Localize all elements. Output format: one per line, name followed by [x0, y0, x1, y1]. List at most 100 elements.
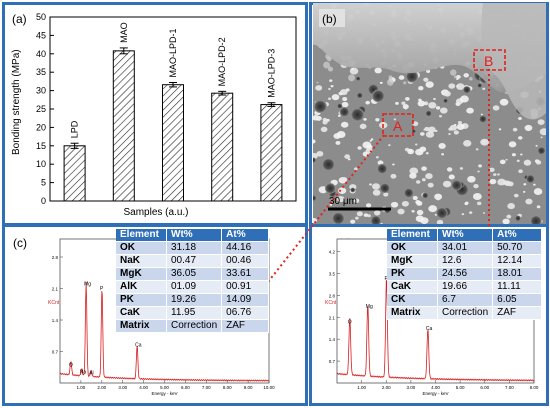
marker-box-a — [382, 113, 414, 137]
peak-label: O — [69, 363, 73, 369]
spec-x-tick-label: 3.00 — [118, 385, 127, 390]
peak-label: P — [384, 276, 388, 282]
sem-grain — [331, 94, 340, 101]
sem-crust-grain — [326, 56, 332, 62]
sem-pore — [537, 146, 546, 155]
table-header: Element Wt% At% — [387, 229, 543, 242]
sem-grain — [398, 75, 405, 80]
sem-grain — [354, 167, 358, 171]
sem-grain — [329, 79, 333, 82]
sem-grain — [505, 158, 508, 161]
sem-pore — [463, 86, 471, 94]
peak-label: O — [348, 320, 352, 326]
table-header-cell: At% — [222, 229, 270, 242]
sem-grain — [402, 104, 409, 110]
sem-crust-grain — [323, 61, 330, 69]
table-cell: PK — [387, 268, 438, 281]
sem-grain — [404, 147, 410, 152]
sem-grain — [362, 141, 372, 149]
sem-grain — [415, 150, 418, 153]
sem-grain — [518, 116, 522, 120]
sem-image: A B 30 μm (b) — [313, 3, 546, 224]
sem-grain — [330, 84, 334, 88]
peak-label: Ca — [135, 342, 142, 348]
sem-pore — [350, 108, 365, 122]
sem-grain — [401, 101, 406, 105]
sem-grain — [513, 193, 519, 198]
y-tick-label: 20 — [36, 122, 46, 132]
sem-grain — [328, 97, 332, 100]
spec-y-tick-label: 0.7 — [329, 359, 336, 364]
sem-grain — [363, 213, 369, 217]
sem-grain — [464, 202, 468, 206]
panel-label-b: (b) — [322, 12, 337, 26]
sem-grain — [427, 182, 434, 188]
sem-pore — [526, 174, 535, 184]
sem-crust-right — [481, 3, 546, 120]
sem-grain — [341, 101, 349, 108]
sem-grain — [426, 69, 431, 73]
bar-mao-lpd-3 — [260, 104, 283, 202]
sem-grain — [337, 114, 341, 117]
peak-label: Mg — [84, 282, 91, 288]
sem-grain — [425, 131, 435, 138]
sem-grain — [438, 143, 446, 149]
sem-crust-grain — [316, 81, 319, 84]
spec-y-tick-label: 1.4 — [329, 337, 336, 342]
sem-grain — [436, 219, 444, 224]
sem-grain — [512, 127, 518, 132]
sem-pore — [377, 163, 388, 174]
sem-grain — [456, 85, 459, 87]
table-header-cell: Wt% — [438, 229, 494, 242]
table-row: PK 19.26 14.09 — [116, 294, 270, 307]
sem-grain — [467, 175, 476, 183]
sem-grain — [392, 163, 395, 166]
sem-grain — [459, 95, 469, 103]
sem-grain — [415, 200, 421, 205]
scale-bar-label: 30 μm — [329, 196, 357, 207]
bar-chart-bars: LPD MAO MAO-LPD-1 MAO-LPD-2 MAO-LPD-3 — [63, 22, 283, 202]
sem-grain — [448, 83, 456, 89]
table-cell: 6.05 — [493, 294, 543, 307]
y-tick-label: 35 — [36, 67, 46, 77]
y-tick-label: 10 — [36, 159, 46, 169]
sem-grain — [453, 130, 459, 135]
spec-y-tick-label: 2.8 — [52, 255, 59, 260]
sem-grain — [414, 143, 418, 146]
bar-label: MAO-LPD-1 — [168, 28, 178, 77]
table-cell: AlK — [116, 281, 167, 294]
sem-grain — [438, 114, 443, 118]
sem-crust-grain — [450, 69, 457, 76]
bar-label: MAO — [119, 22, 129, 43]
table-cell: 33.61 — [222, 268, 270, 281]
sem-grain — [411, 209, 415, 213]
sem-crust-grain — [327, 66, 334, 72]
spec-x-tick-label: 8.00 — [530, 385, 539, 390]
panel-label-a: (a) — [12, 12, 27, 26]
table-cell: MgK — [116, 268, 167, 281]
sem-grain — [533, 188, 543, 195]
sem-grain — [390, 173, 397, 179]
x-axis-label-a: Samples (a.u.) — [123, 207, 188, 218]
sem-grain — [480, 113, 483, 116]
table-cell: Correction — [438, 307, 494, 320]
table-row: PK 24.56 18.01 — [387, 268, 543, 281]
sem-grain — [427, 126, 436, 133]
y-tick-label: 5 — [41, 178, 46, 188]
sem-grain — [443, 91, 451, 97]
table-cell: Matrix — [116, 320, 167, 333]
sem-grain — [365, 100, 370, 105]
sem-pore — [436, 207, 448, 219]
sem-grain — [436, 197, 440, 201]
sem-grain — [453, 123, 457, 126]
table-header-cell: Element — [387, 229, 438, 242]
sem-grain — [499, 159, 506, 165]
sem-grain — [446, 167, 453, 172]
sem-grain — [419, 146, 427, 152]
sem-grain — [425, 173, 433, 180]
sem-grain — [433, 97, 436, 101]
spec-x-tick-label: 6.00 — [480, 385, 489, 390]
table-row: OK 34.01 50.70 — [387, 242, 543, 255]
sem-grain — [502, 218, 510, 224]
spec-y-tick-label: 1.4 — [52, 318, 59, 323]
